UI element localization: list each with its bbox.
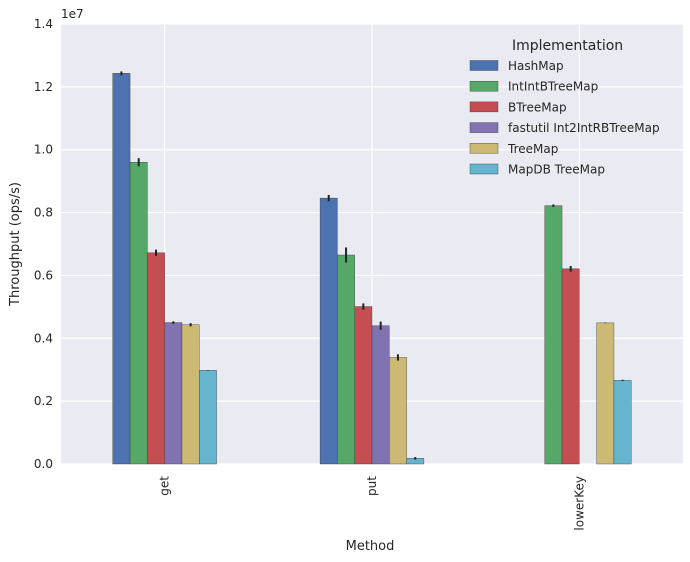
y-tick-label: 0.2 [34, 394, 53, 408]
bar [199, 370, 217, 465]
error-bars-group [120, 71, 624, 460]
legend-swatch [469, 122, 499, 133]
bar [544, 205, 563, 465]
x-axis-label: Method [346, 539, 395, 554]
y-tick-labels: 0.0 0.2 0.4 0.6 0.8 1.0 1.2 1.4 [34, 17, 53, 471]
legend-swatch [469, 80, 499, 92]
bar [319, 197, 338, 465]
bar [112, 73, 131, 465]
x-tick-label: get [158, 476, 172, 496]
y-tick-label: 0.0 [34, 457, 53, 471]
legend-swatch [469, 163, 499, 175]
legend-swatch [469, 60, 499, 71]
legend-swatch [469, 101, 499, 113]
y-tick-label: 0.6 [34, 268, 53, 282]
y-offset-label: 1e7 [61, 7, 84, 21]
bar [561, 268, 580, 465]
legend-entry: HashMap [508, 59, 564, 73]
y-tick-label: 1.0 [34, 143, 53, 157]
bars-group [112, 73, 632, 465]
x-tick-labels: get put lowerKey [158, 476, 587, 531]
x-tick-label: put [365, 476, 379, 496]
y-axis-label: Throughput (ops/s) [8, 182, 23, 307]
bar [613, 380, 632, 465]
legend-entry: fastutil Int2IntRBTreeMap [508, 121, 660, 135]
y-tick-label: 1.2 [34, 80, 53, 94]
y-tick-label: 0.8 [34, 206, 53, 220]
legend-entry: IntIntBTreeMap [508, 80, 598, 94]
y-tick-label: 0.4 [34, 331, 53, 345]
y-tick-label: 1.4 [34, 17, 53, 31]
x-tick-label: lowerKey [572, 476, 586, 531]
bar [129, 162, 148, 465]
bar [181, 324, 200, 465]
legend: Implementation HashMap IntIntBTreeMap BTre… [469, 38, 660, 177]
legend-entry: TreeMap [507, 142, 558, 156]
bar [147, 252, 165, 465]
legend-entry: BTreeMap [508, 100, 567, 114]
bar [371, 325, 390, 465]
legend-title: Implementation [512, 38, 623, 54]
bar [354, 306, 373, 465]
bar [596, 322, 615, 465]
legend-entry: MapDB TreeMap [508, 163, 605, 177]
legend-swatch [469, 143, 499, 154]
bar [389, 357, 407, 465]
bar [164, 322, 183, 465]
bar [337, 254, 355, 465]
